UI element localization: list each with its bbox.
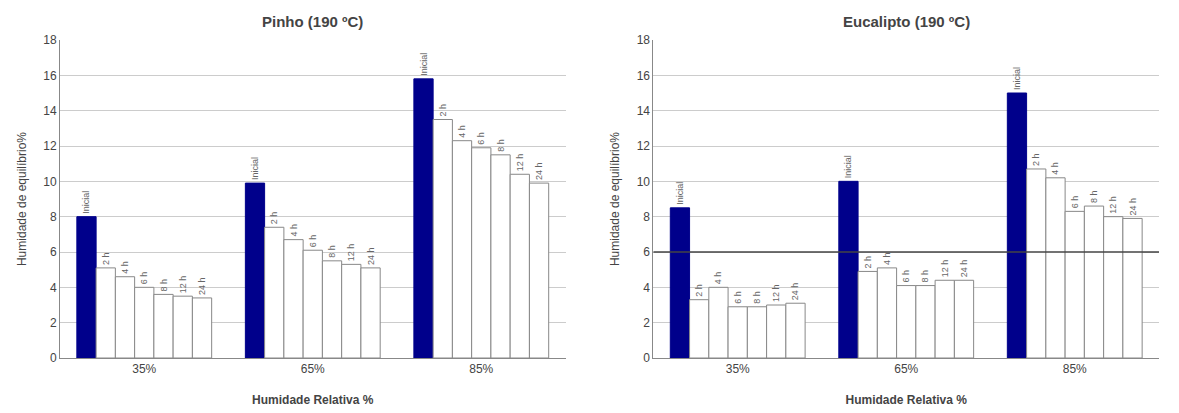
svg-text:6 h: 6 h [1070, 196, 1080, 209]
svg-text:65%: 65% [301, 362, 325, 376]
svg-text:4 h: 4 h [120, 261, 130, 274]
svg-text:4: 4 [50, 281, 57, 295]
svg-text:Inicial: Inicial [843, 155, 853, 178]
svg-text:6 h: 6 h [308, 235, 318, 248]
svg-text:85%: 85% [1063, 362, 1087, 376]
svg-text:Humidade de equilíbrio%: Humidade de equilíbrio% [608, 132, 622, 266]
svg-text:4 h: 4 h [882, 252, 892, 265]
svg-text:12: 12 [637, 139, 651, 153]
svg-text:24 h: 24 h [197, 277, 207, 295]
svg-text:8 h: 8 h [159, 279, 169, 292]
svg-text:18: 18 [637, 33, 651, 47]
svg-text:16: 16 [43, 69, 57, 83]
svg-text:8: 8 [643, 210, 650, 224]
svg-text:0: 0 [643, 351, 650, 365]
svg-text:2: 2 [643, 316, 650, 330]
svg-text:24 h: 24 h [1128, 198, 1138, 216]
svg-text:12: 12 [43, 139, 57, 153]
svg-text:35%: 35% [132, 362, 156, 376]
svg-text:0: 0 [50, 351, 57, 365]
svg-text:10: 10 [43, 175, 57, 189]
svg-text:16: 16 [637, 69, 651, 83]
svg-text:35%: 35% [726, 362, 750, 376]
svg-text:Humidade Relativa %: Humidade Relativa % [846, 393, 968, 407]
svg-text:Humidade de equilíbrio%: Humidade de equilíbrio% [15, 132, 29, 266]
svg-text:Pinho (190 ºC): Pinho (190 ºC) [262, 13, 363, 30]
svg-text:2 h: 2 h [863, 256, 873, 269]
svg-text:85%: 85% [469, 362, 493, 376]
svg-text:6: 6 [50, 245, 57, 259]
svg-text:4 h: 4 h [713, 272, 723, 285]
svg-text:12 h: 12 h [515, 154, 525, 172]
svg-text:2 h: 2 h [694, 284, 704, 297]
svg-text:2 h: 2 h [101, 252, 111, 265]
svg-text:65%: 65% [894, 362, 918, 376]
svg-text:6 h: 6 h [139, 272, 149, 285]
svg-text:12 h: 12 h [940, 260, 950, 278]
svg-text:2 h: 2 h [269, 212, 279, 225]
svg-text:14: 14 [43, 104, 57, 118]
svg-text:18: 18 [43, 33, 57, 47]
svg-text:14: 14 [637, 104, 651, 118]
svg-text:12 h: 12 h [771, 284, 781, 302]
svg-text:6 h: 6 h [901, 270, 911, 283]
svg-text:Inicial: Inicial [1012, 67, 1022, 90]
svg-text:12 h: 12 h [346, 244, 356, 262]
svg-text:Humidade Relativa %: Humidade Relativa % [252, 393, 374, 407]
svg-text:24 h: 24 h [790, 283, 800, 301]
svg-text:Eucalipto (190 ºC): Eucalipto (190 ºC) [843, 13, 970, 30]
svg-text:Inicial: Inicial [250, 157, 260, 180]
svg-text:8 h: 8 h [1089, 191, 1099, 204]
svg-text:4 h: 4 h [1050, 162, 1060, 175]
svg-text:12 h: 12 h [1108, 196, 1118, 214]
svg-text:2 h: 2 h [438, 104, 448, 117]
svg-text:24 h: 24 h [534, 163, 544, 181]
svg-text:8 h: 8 h [327, 245, 337, 258]
svg-text:8 h: 8 h [496, 139, 506, 152]
svg-text:2: 2 [50, 316, 57, 330]
svg-text:Inicial: Inicial [419, 53, 429, 76]
svg-text:24 h: 24 h [366, 247, 376, 265]
svg-text:Inicial: Inicial [81, 191, 91, 214]
svg-text:6 h: 6 h [476, 132, 486, 145]
svg-text:12 h: 12 h [178, 276, 188, 294]
svg-text:24 h: 24 h [959, 260, 969, 278]
svg-text:8 h: 8 h [920, 270, 930, 283]
svg-text:4 h: 4 h [457, 125, 467, 138]
svg-text:Inicial: Inicial [675, 182, 685, 205]
svg-text:8: 8 [50, 210, 57, 224]
svg-text:10: 10 [637, 175, 651, 189]
svg-text:6: 6 [643, 245, 650, 259]
svg-text:4 h: 4 h [289, 224, 299, 237]
svg-text:4: 4 [643, 281, 650, 295]
svg-text:8 h: 8 h [752, 291, 762, 304]
svg-text:6 h: 6 h [733, 291, 743, 304]
svg-text:2 h: 2 h [1031, 153, 1041, 166]
